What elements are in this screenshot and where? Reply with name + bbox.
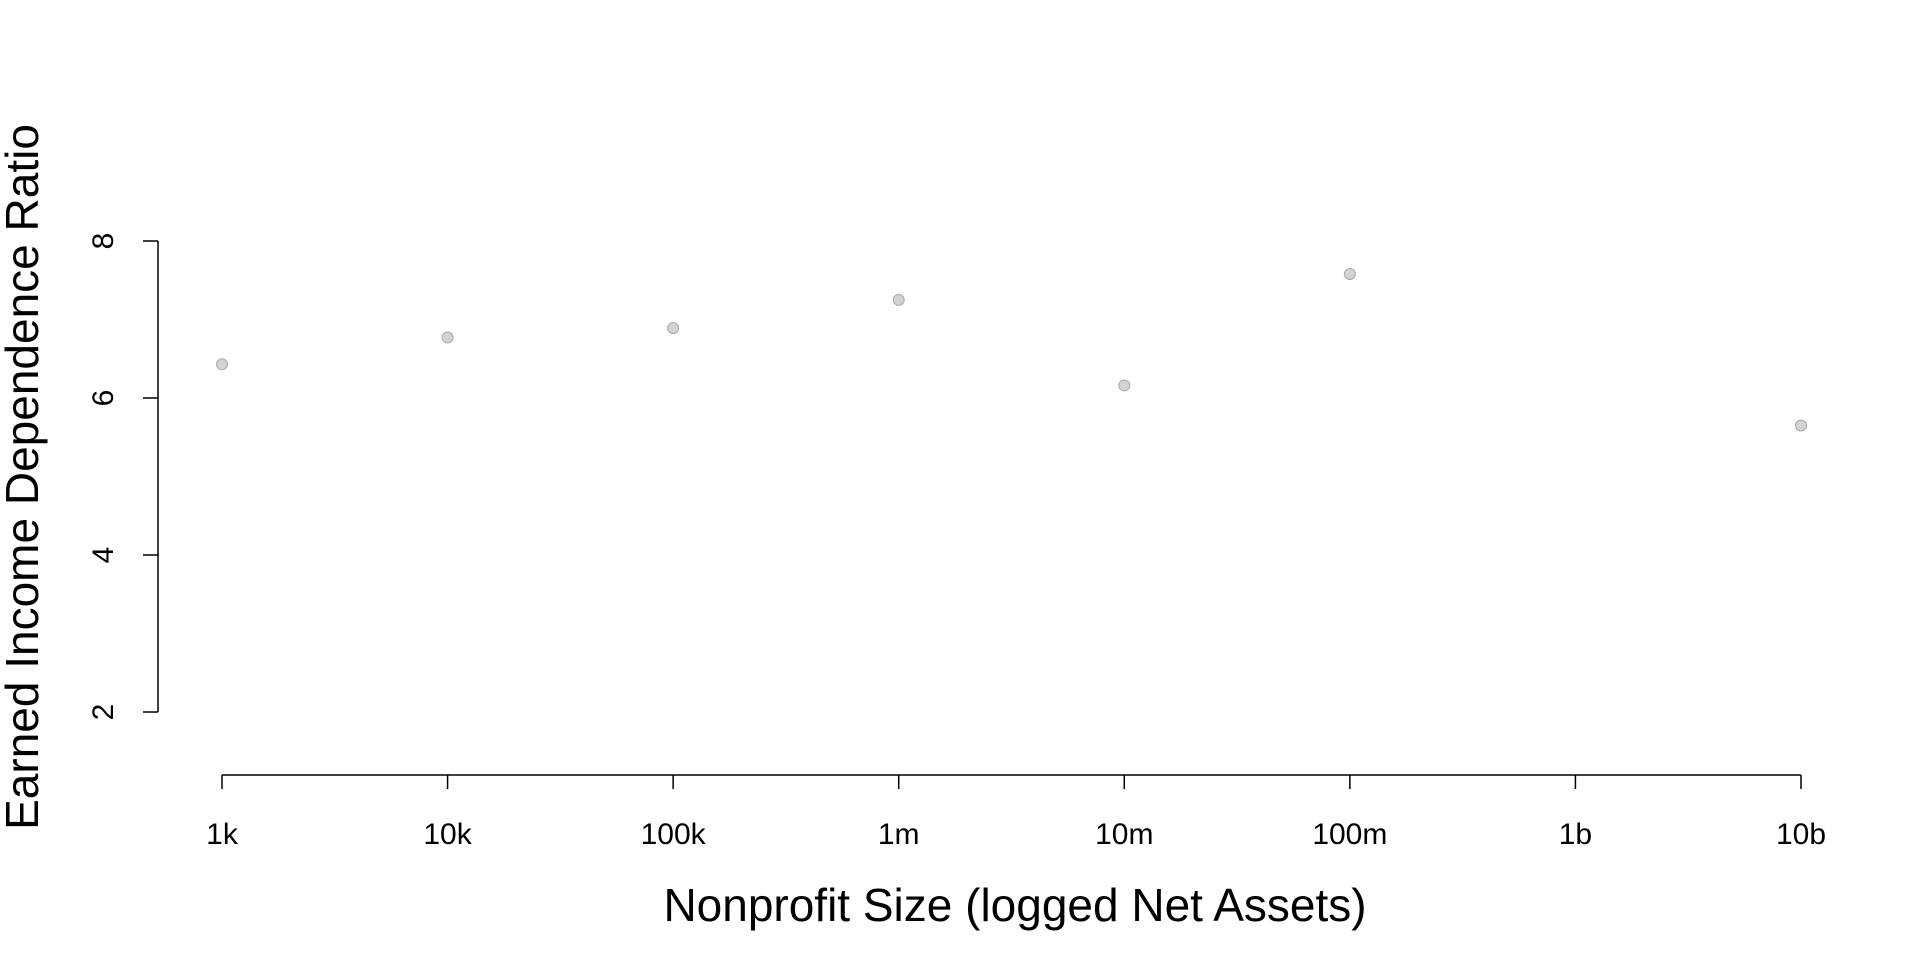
x-tick-label: 10k <box>423 818 472 851</box>
x-tick-label: 100k <box>641 818 707 851</box>
data-point <box>667 322 680 335</box>
x-tick-label: 1m <box>878 818 920 851</box>
data-point <box>441 331 454 344</box>
y-axis-ticks: 2 4 6 8 <box>87 233 158 721</box>
x-axis: 1k 10k 100k 1m 10m 100m 1b 10b <box>206 774 1826 851</box>
data-point <box>1118 379 1131 392</box>
data-point <box>1343 267 1356 280</box>
y-axis-title: Earned Income Dependence Ratio <box>0 124 48 830</box>
y-tick-label: 6 <box>87 390 120 407</box>
y-tick-label: 2 <box>87 704 120 721</box>
data-points <box>216 267 1807 432</box>
x-tick-label: 10b <box>1776 818 1826 851</box>
x-axis-title: Nonprofit Size (logged Net Assets) <box>663 879 1366 931</box>
x-tick-label: 100m <box>1312 818 1387 851</box>
data-point <box>1794 419 1807 432</box>
y-tick-label: 4 <box>87 547 120 564</box>
x-tick-label: 1b <box>1559 818 1592 851</box>
x-axis-ticks: 1k 10k 100k 1m 10m 100m 1b 10b <box>206 775 1826 851</box>
data-point <box>216 358 228 371</box>
x-tick-label: 10m <box>1095 818 1153 851</box>
y-tick-label: 8 <box>87 233 120 250</box>
x-tick-label: 1k <box>206 818 239 851</box>
y-axis: 2 4 6 8 <box>87 233 159 721</box>
data-point <box>892 293 905 306</box>
